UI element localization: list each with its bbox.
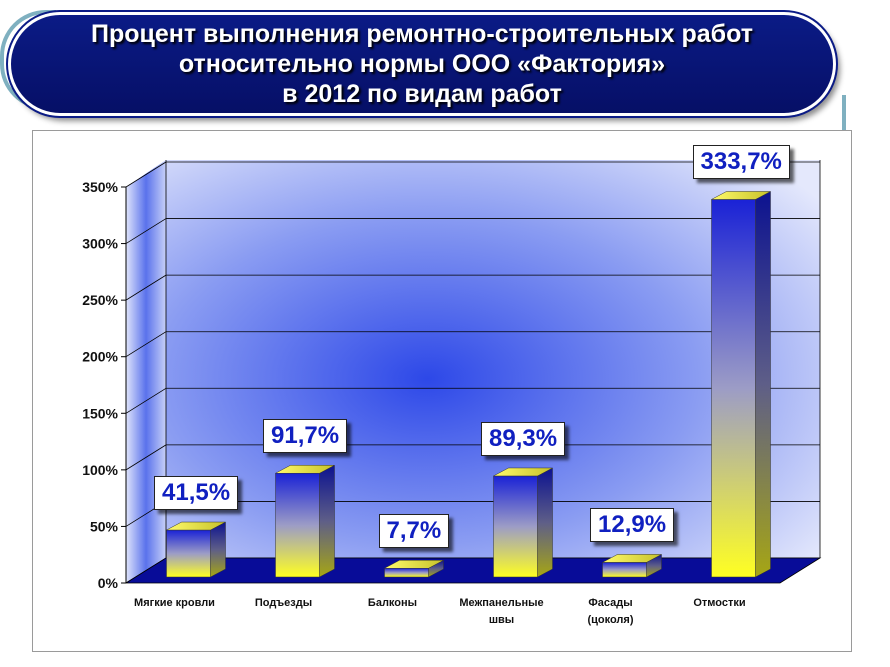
bar-front xyxy=(275,472,320,578)
value-label: 91,7% xyxy=(263,419,348,454)
bar xyxy=(166,521,226,578)
gridline-diagonal xyxy=(125,218,167,244)
y-tick-label: 200% xyxy=(82,349,118,365)
gridline-diagonal xyxy=(125,161,167,188)
title-line-3: в 2012 по видам работ xyxy=(282,80,562,108)
x-tick-label: Мягкие кровли xyxy=(134,597,215,609)
x-tick-label: Фасады (цоколя) xyxy=(587,597,634,626)
title-line-2: относительно нормы ООО «Фактория» xyxy=(178,50,666,78)
y-tick-label: 150% xyxy=(82,405,118,421)
gridline-diagonal xyxy=(125,274,167,301)
value-label: 89,3% xyxy=(481,421,566,456)
bar-side xyxy=(537,467,553,578)
bar-top xyxy=(493,467,553,477)
y-tick-label: 250% xyxy=(82,292,118,308)
y-tick-label: 100% xyxy=(82,462,118,478)
gridline-diagonal xyxy=(125,444,167,471)
y-tick-label: 350% xyxy=(82,179,118,195)
bar-top xyxy=(275,464,335,474)
bar-front xyxy=(384,568,429,578)
bar-front xyxy=(602,562,647,578)
value-label: 12,9% xyxy=(590,508,675,543)
gridline-diagonal xyxy=(125,387,167,414)
bar-front xyxy=(711,199,756,578)
gridline-diagonal xyxy=(125,331,167,358)
back-wall xyxy=(166,160,820,558)
x-tick-label: Балконы xyxy=(367,597,418,609)
bar xyxy=(384,559,444,578)
y-tick-label: 0% xyxy=(98,575,119,591)
bar-top xyxy=(711,191,771,200)
bar xyxy=(711,191,771,578)
bar xyxy=(493,467,553,578)
bar-front xyxy=(166,529,211,578)
bar-side xyxy=(755,191,771,578)
decorative-line xyxy=(842,95,846,135)
bar xyxy=(602,553,662,578)
value-label: 41,5% xyxy=(154,476,239,511)
bar-top xyxy=(602,554,662,563)
y-axis: 0% 50% 100% 150% 200% 250% 300% 350% xyxy=(82,160,821,591)
side-wall xyxy=(126,160,166,583)
bar-side xyxy=(210,521,226,578)
bars xyxy=(166,191,771,578)
bar-top xyxy=(384,560,444,569)
x-tick-label: Отмостки xyxy=(693,597,746,609)
y-tick-label: 300% xyxy=(82,236,118,252)
chart-background xyxy=(126,160,820,583)
x-tick-label: Межпанельные швы xyxy=(459,597,544,626)
value-label: 7,7% xyxy=(378,514,450,549)
bar-top xyxy=(166,521,226,531)
bar xyxy=(275,464,335,578)
y-tick-label: 50% xyxy=(90,518,119,534)
bar-side xyxy=(319,464,335,578)
bar-front xyxy=(493,475,538,578)
x-tick-label: Подъезды xyxy=(254,597,313,609)
title-banner: Процент выполнения ремонтно-строительных… xyxy=(6,10,838,118)
value-label: 333,7% xyxy=(692,145,790,180)
title-line-1: Процент выполнения ремонтно-строительных… xyxy=(90,20,753,48)
